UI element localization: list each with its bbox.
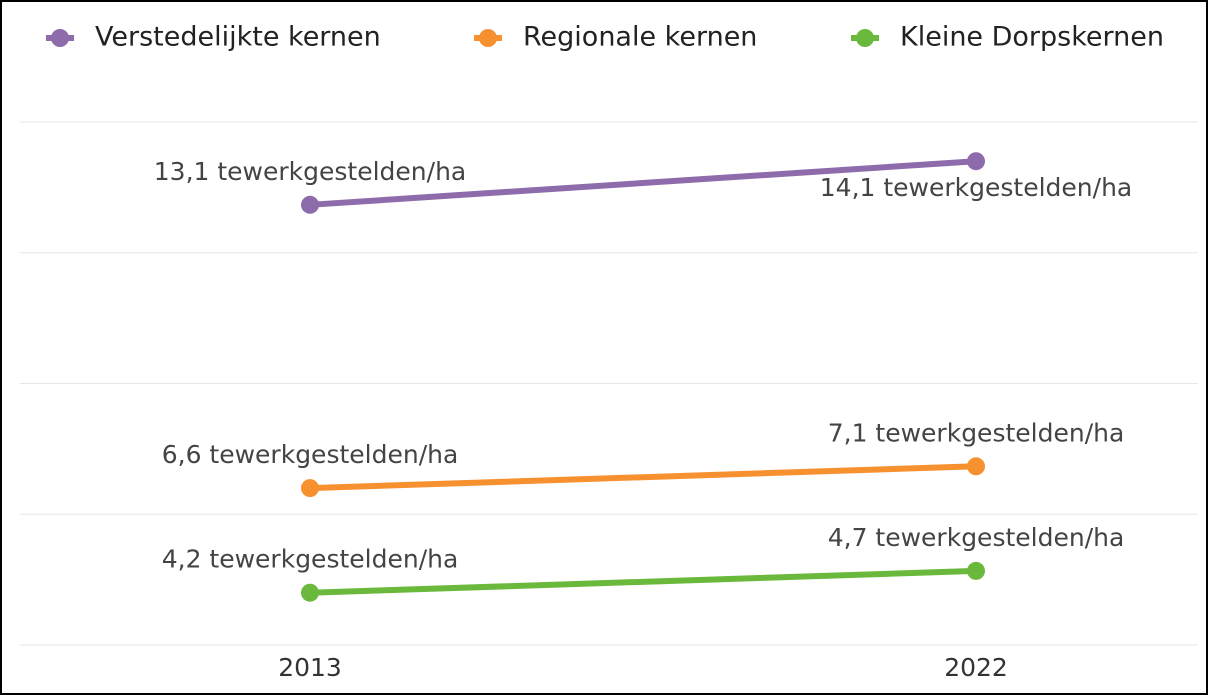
series-line	[307, 158, 979, 208]
data-label: 14,1 tewerkgestelden/ha	[820, 173, 1132, 202]
data-label: 6,6 tewerkgestelden/ha	[162, 440, 459, 469]
series-line	[307, 567, 979, 596]
legend-label: Verstedelijkte kernen	[95, 22, 381, 53]
point	[967, 457, 985, 476]
point	[301, 479, 319, 498]
x-tick-label: 2013	[278, 653, 342, 682]
legend-label: Kleine Dorpskernen	[900, 22, 1164, 53]
data-label: 13,1 tewerkgestelden/ha	[154, 157, 466, 186]
x-tick-label: 2022	[944, 653, 1008, 682]
point	[967, 152, 985, 171]
data-label: 7,1 tewerkgestelden/ha	[828, 418, 1125, 447]
point	[301, 583, 319, 602]
series-line	[307, 463, 979, 492]
point	[301, 195, 319, 214]
legend-label: Regionale kernen	[523, 22, 757, 53]
data-label: 4,7 tewerkgestelden/ha	[828, 523, 1125, 552]
data-label: 4,2 tewerkgestelden/ha	[162, 545, 459, 574]
point	[967, 561, 985, 580]
